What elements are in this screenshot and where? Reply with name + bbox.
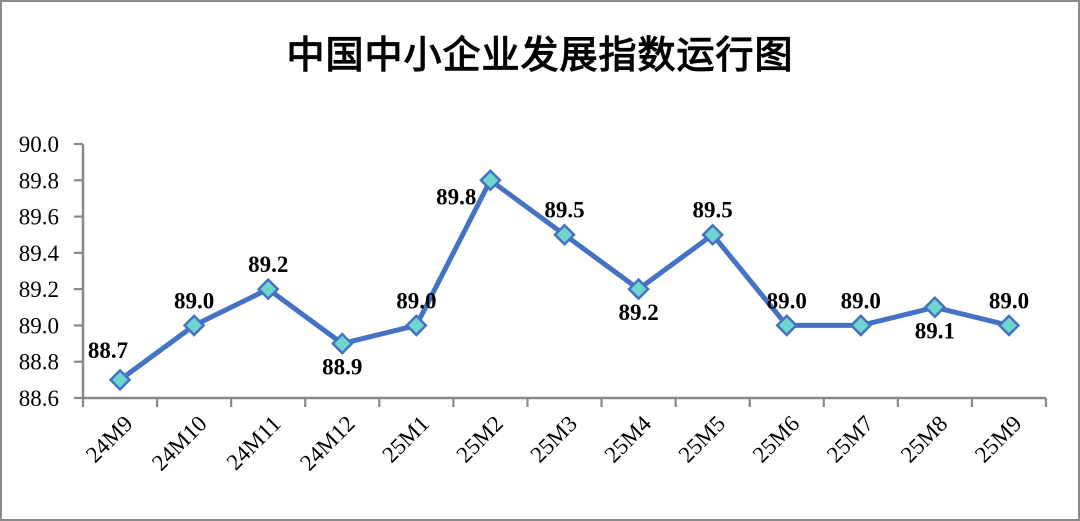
x-tick-label: 24M9 — [81, 411, 138, 468]
data-point-label: 89.5 — [544, 198, 584, 223]
data-point-marker — [701, 223, 724, 246]
data-point-marker — [108, 368, 132, 392]
x-tick-label: 25M1 — [377, 411, 434, 468]
x-tick-label: 25M4 — [600, 411, 657, 468]
y-tick-label: 90.0 — [19, 132, 59, 157]
data-point-label: 89.0 — [174, 288, 214, 313]
x-tick-label: 24M10 — [147, 411, 212, 476]
data-point-marker — [923, 296, 947, 319]
x-tick-label: 24M11 — [222, 411, 286, 475]
data-point-label: 89.2 — [248, 252, 288, 277]
y-tick-label: 89.6 — [19, 205, 59, 230]
data-point-label: 89.5 — [693, 198, 733, 223]
x-tick-label: 25M9 — [970, 411, 1027, 468]
data-point-label: 89.8 — [436, 184, 476, 209]
y-tick-label: 88.8 — [19, 350, 59, 375]
data-point-marker — [553, 223, 576, 246]
data-point-marker — [627, 277, 650, 301]
data-point-marker — [331, 332, 354, 355]
data-point-marker — [182, 314, 206, 337]
data-point-marker — [256, 277, 280, 301]
y-tick-label: 88.6 — [19, 386, 59, 411]
data-point-label: 89.1 — [915, 318, 955, 343]
data-point-label: 89.0 — [767, 288, 807, 313]
data-point-marker — [405, 314, 428, 337]
data-point-label: 89.0 — [841, 288, 881, 313]
x-tick-label: 24M12 — [295, 411, 360, 476]
x-tick-label: 25M3 — [526, 411, 583, 468]
x-tick-label: 25M6 — [748, 411, 805, 468]
data-point-marker — [849, 314, 873, 337]
x-tick-label: 25M2 — [451, 411, 508, 468]
x-tick-label: 25M7 — [822, 411, 879, 468]
x-tick-label: 25M8 — [896, 411, 953, 468]
y-tick-label: 89.4 — [19, 241, 60, 266]
data-point-label: 89.0 — [396, 288, 436, 313]
data-point-label: 89.0 — [989, 288, 1029, 313]
data-point-marker — [997, 314, 1021, 337]
y-tick-label: 89.0 — [19, 313, 59, 338]
chart-title: 中国中小企业发展指数运行图 — [286, 35, 794, 77]
y-tick-label: 89.2 — [19, 277, 59, 302]
x-tick-label: 25M5 — [674, 411, 731, 468]
data-point-marker — [479, 169, 502, 192]
data-point-label: 89.2 — [618, 300, 658, 325]
data-point-label: 88.9 — [322, 355, 362, 380]
data-point-label: 88.7 — [88, 338, 128, 363]
data-point-marker — [775, 314, 798, 337]
y-tick-label: 89.8 — [19, 168, 59, 193]
